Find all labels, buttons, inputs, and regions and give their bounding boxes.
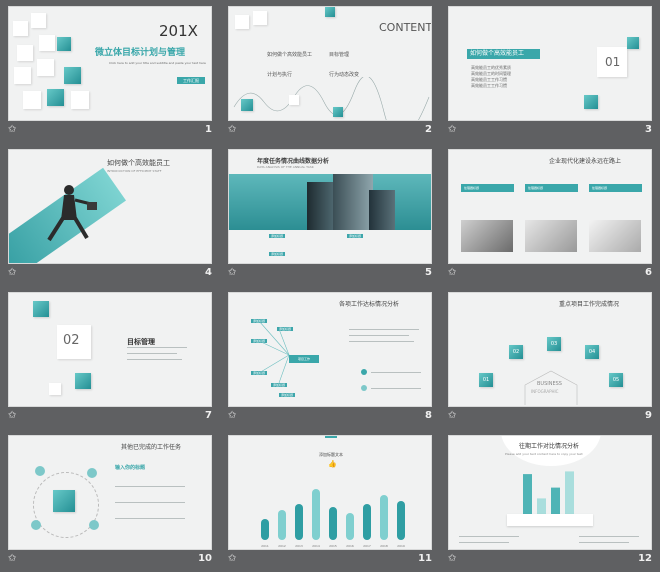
thumbnail-10[interactable]: 其他已完成的工作任务 输入你的标题 ✩ 10 bbox=[0, 429, 220, 572]
slide-number: 8 bbox=[425, 410, 432, 421]
slide-4[interactable]: 如何做个高效能员工 INTRODUCTION OF EFFICIENT STAF… bbox=[8, 149, 212, 264]
thumbnail-12[interactable]: 往期工作对比情况分析 Please add your text content … bbox=[440, 429, 660, 572]
slide-number: 9 bbox=[645, 410, 652, 421]
star-icon: ✩ bbox=[228, 267, 237, 278]
slide-number: 5 bbox=[425, 267, 432, 278]
bar bbox=[278, 510, 286, 540]
bar bbox=[363, 504, 371, 540]
thumbnail-5[interactable]: 年度任务情况曲线数据分析 DATA ANALYSIS OF THE ANNUAL… bbox=[220, 143, 440, 286]
slide-number: 7 bbox=[205, 410, 212, 421]
year-label: 2014 bbox=[312, 544, 320, 548]
slide-7-title: 目标管理 bbox=[127, 338, 155, 346]
slide-11-caption: 添加标题文本 bbox=[319, 452, 343, 457]
slide-12[interactable]: 往期工作对比情况分析 Please add your text content … bbox=[448, 435, 652, 550]
slide-1-title: 微立体目标计划与管理 bbox=[95, 48, 186, 58]
thumbnail-1[interactable]: 201X 微立体目标计划与管理 Click here to add your t… bbox=[0, 0, 220, 143]
thumbnail-8[interactable]: 各项工作达标情况分析 添加标题 添加标题 添加标题 项目工作 添加标题 添加标题… bbox=[220, 286, 440, 429]
year-label: 2018 bbox=[380, 544, 388, 548]
slide-3-big-number: 01 bbox=[605, 55, 621, 69]
bar bbox=[380, 495, 388, 540]
star-icon: ✩ bbox=[8, 410, 17, 421]
slide-12-title: 往期工作对比情况分析 bbox=[519, 443, 580, 450]
star-icon: ✩ bbox=[448, 267, 457, 278]
year-label: 2013 bbox=[295, 544, 303, 548]
star-icon: ✩ bbox=[228, 553, 237, 564]
star-icon: ✩ bbox=[448, 124, 457, 135]
slide-1-body: Click here to add your title and subtitl… bbox=[109, 61, 206, 65]
slide-8[interactable]: 各项工作达标情况分析 添加标题 添加标题 添加标题 项目工作 添加标题 添加标题… bbox=[228, 292, 432, 407]
thumbnail-7[interactable]: 02 目标管理 ✩ 7 bbox=[0, 286, 220, 429]
slide-2[interactable]: CONTENTS 如何做个高效能员工 目标管理 计划与执行 行为动态改变 bbox=[228, 6, 432, 121]
thumbnail-11[interactable]: 添加标题文本 👍 2011 2012 2013 2014 2015 2016 2017 201… bbox=[220, 429, 440, 572]
year-label: 2015 bbox=[329, 544, 337, 548]
star-icon: ✩ bbox=[448, 410, 457, 421]
bar bbox=[397, 501, 405, 540]
bar bbox=[295, 504, 303, 540]
year-label: 2019 bbox=[397, 544, 405, 548]
year-label: 2016 bbox=[346, 544, 354, 548]
star-icon: ✩ bbox=[8, 553, 17, 564]
slide-number: 4 bbox=[205, 267, 212, 278]
slide-6-title: 企业现代化建设永远在路上 bbox=[549, 158, 622, 165]
slide-1-button[interactable]: 工作汇报 bbox=[177, 77, 205, 84]
slide-3[interactable]: 01 如何做个高效能员工 高效能员工的优秀素质 高效能员工的时间管理 高效能员工… bbox=[448, 6, 652, 121]
thumbnail-4[interactable]: 如何做个高效能员工 INTRODUCTION OF EFFICIENT STAF… bbox=[0, 143, 220, 286]
star-icon: ✩ bbox=[228, 410, 237, 421]
slide-number: 3 bbox=[645, 124, 652, 135]
slide-number: 11 bbox=[418, 553, 432, 564]
bar bbox=[346, 513, 354, 540]
bar bbox=[329, 507, 337, 540]
slide-7-big-number: 02 bbox=[63, 333, 80, 348]
year-label: 2017 bbox=[363, 544, 371, 548]
slide-number: 1 bbox=[205, 124, 212, 135]
bar bbox=[261, 519, 269, 540]
slide-8-title: 各项工作达标情况分析 bbox=[339, 301, 400, 308]
bar bbox=[551, 487, 560, 520]
thumbnail-3[interactable]: 01 如何做个高效能员工 高效能员工的优秀素质 高效能员工的时间管理 高效能员工… bbox=[440, 0, 660, 143]
slide-5[interactable]: 年度任务情况曲线数据分析 DATA ANALYSIS OF THE ANNUAL… bbox=[228, 149, 432, 264]
star-icon: ✩ bbox=[448, 553, 457, 564]
slide-9[interactable]: 重点项目工作完成情况 02 03 04 01 05 BUSINESS INFOG… bbox=[448, 292, 652, 407]
thumbnail-6[interactable]: 企业现代化建设永远在路上 处理器标题 处理器标题 处理器标题 ✩ 6 bbox=[440, 143, 660, 286]
businessman-illustration bbox=[47, 185, 97, 242]
slide-11[interactable]: 添加标题文本 👍 2011 2012 2013 2014 2015 2016 2017 201… bbox=[228, 435, 432, 550]
slide-number: 12 bbox=[638, 553, 652, 564]
bar bbox=[537, 498, 546, 520]
skyscraper-photo bbox=[229, 174, 431, 230]
slide-4-title: 如何做个高效能员工 bbox=[107, 159, 170, 167]
slide-3-title: 如何做个高效能员工 bbox=[467, 49, 540, 59]
star-icon: ✩ bbox=[8, 267, 17, 278]
slide-1[interactable]: 201X 微立体目标计划与管理 Click here to add your t… bbox=[8, 6, 212, 121]
slide-7[interactable]: 02 目标管理 bbox=[8, 292, 212, 407]
slide-number: 10 bbox=[198, 553, 212, 564]
star-icon: ✩ bbox=[8, 124, 17, 135]
slide-number: 2 bbox=[425, 124, 432, 135]
slide-10-title: 其他已完成的工作任务 bbox=[121, 444, 182, 451]
slide-10[interactable]: 其他已完成的工作任务 输入你的标题 bbox=[8, 435, 212, 550]
thumbnail-9[interactable]: 重点项目工作完成情况 02 03 04 01 05 BUSINESS INFOG… bbox=[440, 286, 660, 429]
bar bbox=[565, 471, 574, 520]
thumbnail-2[interactable]: CONTENTS 如何做个高效能员工 目标管理 计划与执行 行为动态改变 ✩ 2 bbox=[220, 0, 440, 143]
keyboard-photo bbox=[461, 220, 513, 252]
slide-5-title: 年度任务情况曲线数据分析 bbox=[257, 158, 330, 165]
slide-9-title: 重点项目工作完成情况 bbox=[559, 301, 620, 308]
bar bbox=[523, 474, 532, 520]
bar bbox=[312, 489, 320, 540]
slide-number: 6 bbox=[645, 267, 652, 278]
slide-2-title: CONTENTS bbox=[379, 21, 432, 34]
thumbs-up-icon: 👍 bbox=[328, 460, 337, 468]
slide-1-year: 201X bbox=[159, 22, 198, 40]
slide-6[interactable]: 企业现代化建设永远在路上 处理器标题 处理器标题 处理器标题 bbox=[448, 149, 652, 264]
star-icon: ✩ bbox=[228, 124, 237, 135]
laptop-photo bbox=[525, 220, 577, 252]
year-label: 2011 bbox=[261, 544, 269, 548]
year-label: 2012 bbox=[278, 544, 286, 548]
desk-photo bbox=[589, 220, 641, 252]
